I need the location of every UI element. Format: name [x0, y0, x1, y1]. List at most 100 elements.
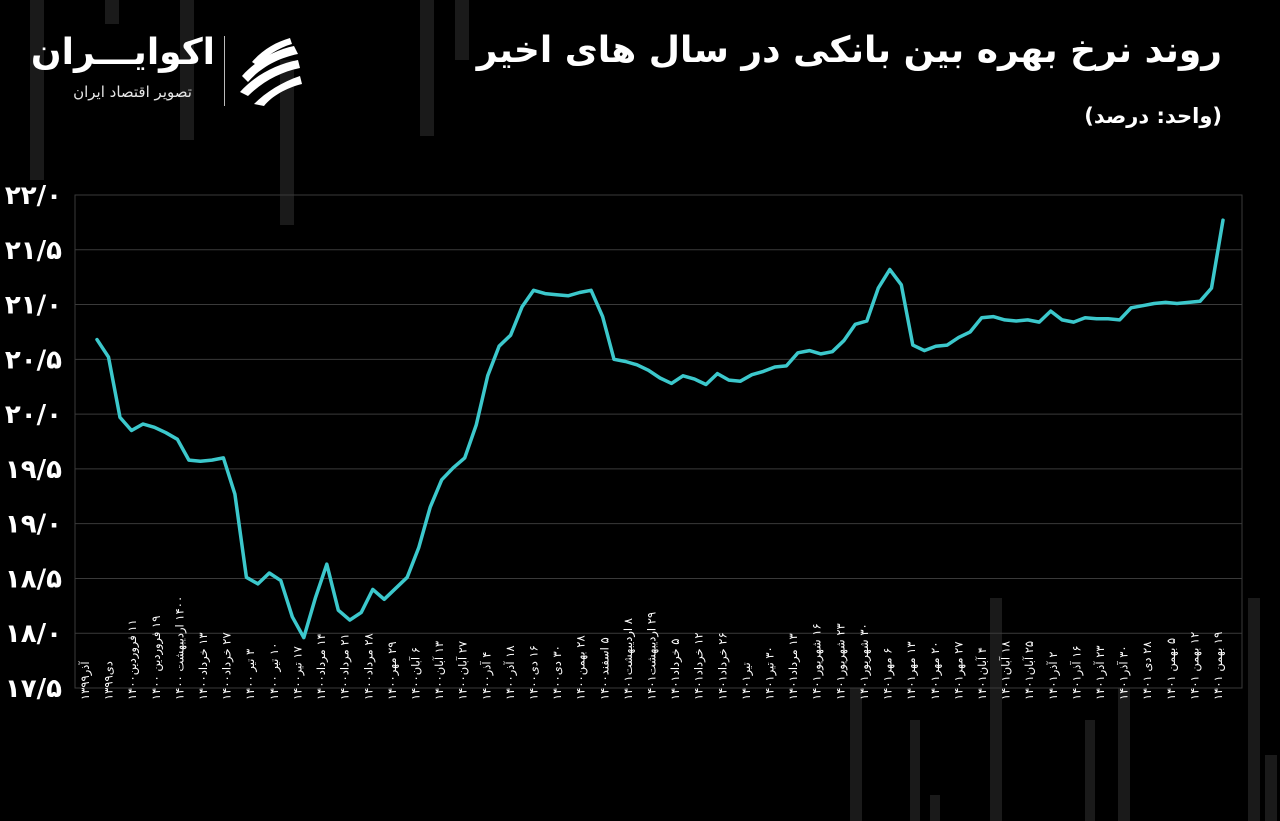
- x-tick-label: ۲۳ آذر۱۴۰۱: [1093, 645, 1108, 700]
- data-point: [417, 547, 420, 549]
- data-point: [1141, 304, 1144, 307]
- data-point: [831, 350, 834, 353]
- data-point: [153, 426, 156, 429]
- data-point: [509, 334, 512, 337]
- y-tick-label: ۱۹/۵: [5, 455, 62, 485]
- x-tick-label: ۱۹ بهمن ۱۴۰۱: [1211, 632, 1226, 700]
- x-tick-label: ۱۰ تیر ۱۴۰۰: [267, 643, 282, 700]
- data-point: [578, 291, 581, 294]
- x-tick-label: ۱۶ شهریور۱۴۰۱: [810, 623, 825, 700]
- x-tick-label: ۱۹ فروردین ۱۴۰۰: [149, 616, 164, 700]
- data-point: [716, 372, 719, 375]
- x-tick-label: ۱۴۰۰ اردیبهشت ۱۴۰۰: [172, 596, 187, 700]
- data-point: [130, 429, 133, 432]
- data-point: [980, 316, 983, 319]
- data-point: [843, 339, 845, 342]
- data-point: [1210, 287, 1213, 289]
- data-point: [1026, 319, 1029, 321]
- brand-divider: [224, 36, 225, 106]
- data-point: [349, 619, 351, 621]
- data-point: [946, 344, 948, 346]
- brand-tagline: تصویر اقتصاد ایران: [73, 83, 192, 101]
- x-tick-label: دی۱۳۹۹: [102, 661, 116, 700]
- y-tick-label: ۱۷/۵: [5, 674, 62, 704]
- data-point: [429, 506, 432, 509]
- y-tick-label: ۲۱/۰: [5, 291, 62, 321]
- x-tick-label: ۳۰ دی۱۴۰۰: [550, 645, 564, 700]
- x-tick-label: ۲۸ بهمن۱۴۰۰: [574, 635, 589, 700]
- data-point: [797, 352, 799, 354]
- data-point: [1187, 301, 1190, 304]
- x-tick-label: ۳۰ آذر۱۴۰۱: [1117, 645, 1132, 700]
- data-point: [808, 349, 811, 352]
- x-tick-label: ۱۷ تیر۱۴۰۰: [290, 646, 305, 700]
- data-point: [659, 377, 661, 379]
- y-tick-label: ۱۸/۰: [5, 619, 62, 649]
- data-point: [440, 479, 443, 481]
- x-tick-label: ۱۳ آبان۱۴۰۰: [432, 641, 446, 700]
- data-point: [601, 315, 604, 318]
- data-point: [785, 365, 788, 367]
- data-point: [624, 360, 627, 363]
- data-point: [1003, 319, 1006, 321]
- data-point: [475, 424, 478, 426]
- x-tick-label: ۲۸ مرداد۱۴۰۰: [361, 633, 376, 700]
- data-point: [96, 338, 98, 341]
- data-point: [337, 609, 340, 611]
- data-point: [257, 583, 259, 585]
- data-point: [383, 598, 386, 601]
- data-point: [1038, 321, 1040, 323]
- data-point: [199, 460, 202, 463]
- data-point: [211, 459, 213, 461]
- x-tick-label: ۲۰ مهر۱۴۰۱: [928, 641, 943, 700]
- x-tick-label: ۲۳ شهریور۱۴۰۱: [833, 623, 848, 700]
- data-point: [670, 382, 673, 385]
- data-point: [394, 587, 397, 590]
- data-point: [728, 379, 730, 381]
- data-point: [957, 336, 960, 339]
- x-tick-label: ۸ اردیبهشت۱۴۰۱: [621, 618, 636, 700]
- y-tick-label: ۲۱/۵: [5, 236, 62, 266]
- x-tick-label: ۳ تیر ۱۴۰۰: [243, 649, 258, 700]
- series-path: [95, 218, 1225, 640]
- ecoiran-swoosh-icon: [240, 38, 302, 106]
- data-point: [1049, 310, 1052, 312]
- x-tick-label: ۲۹ اردیبهشت۱۴۰۱: [645, 612, 660, 700]
- x-axis: آذر۱۳۹۹ دی۱۳۹۹ ۱۱ فروردین۱۴۰۰ ۱۹ فروردین ۱۴…: [78, 596, 1226, 700]
- data-point: [452, 467, 455, 469]
- data-point: [498, 345, 500, 348]
- data-point: [877, 287, 880, 289]
- x-tick-label: ۲۹ مهر۱۴۰۰: [385, 641, 400, 700]
- data-point: [119, 416, 121, 419]
- plot-frame: [74, 194, 1243, 689]
- x-tick-label: ۴ آذر۱۴۰۰: [479, 652, 494, 700]
- x-tick-label: ۳۰ تیر۱۴۰۱: [763, 646, 778, 700]
- data-point: [222, 457, 225, 459]
- data-point: [866, 320, 868, 322]
- data-point: [291, 616, 294, 618]
- data-point: [1107, 318, 1109, 320]
- chart-title: روند نرخ بهره بین بانکی در سال های اخیر: [476, 30, 1222, 71]
- data-point: [992, 315, 994, 318]
- data-point: [1095, 318, 1098, 320]
- data-point: [1176, 302, 1178, 305]
- x-tick-label: ۶ مهر۱۴۰۱: [881, 648, 896, 700]
- data-point: [532, 289, 535, 292]
- x-tick-label: ۶ آبان۱۴۰۰: [408, 647, 422, 700]
- data-point: [912, 344, 914, 346]
- x-tick-label: ۳۰ شهریور۱۴۰۱: [857, 623, 872, 700]
- data-point: [326, 563, 328, 565]
- x-tick-label: ۲۷ آبان۱۴۰۰: [456, 641, 470, 700]
- x-tick-label: آذر۱۳۹۹: [78, 661, 93, 700]
- data-point: [360, 611, 363, 614]
- data-point: [923, 349, 926, 352]
- y-tick-label: ۲۲/۰: [5, 181, 62, 211]
- data-point: [900, 284, 903, 286]
- x-tick-label: ۱۲ خرداد۱۴۰۱: [692, 632, 707, 700]
- x-tick-label: ۲۵ آبان۱۴۰۱: [1022, 641, 1036, 700]
- x-tick-label: ۴ آبان۱۴۰۱: [975, 647, 989, 700]
- x-tick-label: ۱۳ خرداد۱۴۰۰: [196, 632, 211, 700]
- data-point: [1015, 320, 1017, 322]
- x-tick-label: ۱۶ دی۱۴۰۰: [526, 645, 540, 700]
- data-point: [521, 305, 523, 308]
